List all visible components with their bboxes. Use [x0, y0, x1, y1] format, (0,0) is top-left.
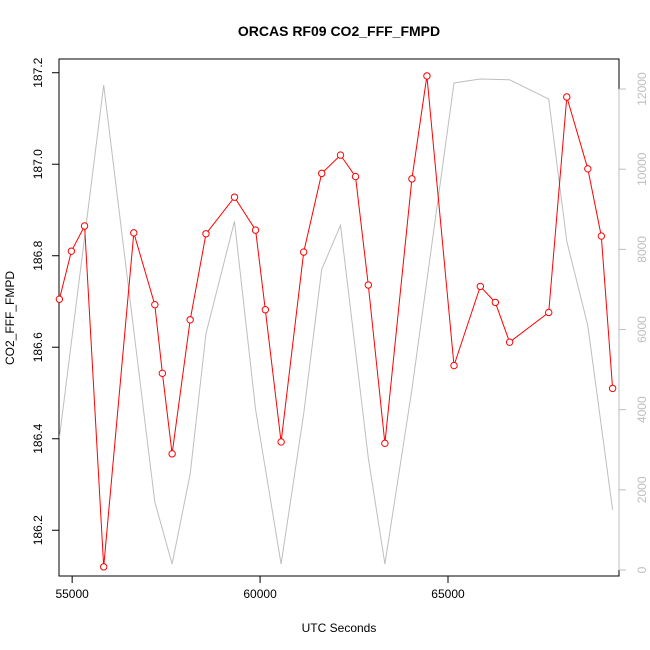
x-tick-label: 60000: [243, 587, 277, 601]
data-point: [168, 450, 176, 458]
data-point: [299, 248, 308, 256]
data-point: [251, 226, 260, 234]
y-axis-label: CO2_FFF_FMPD: [3, 271, 17, 365]
data-point: [608, 384, 617, 393]
y2-tick-label: 4000: [635, 396, 649, 423]
x-tick-label: 65000: [431, 587, 465, 601]
y-tick-label: 186.2: [31, 515, 45, 545]
data-point: [597, 232, 606, 240]
data-point: [67, 247, 76, 255]
data-point: [151, 300, 159, 309]
y-tick-label: 187.0: [31, 149, 45, 179]
data-point: [158, 369, 167, 378]
y-tick-label: 186.6: [31, 332, 45, 362]
data-point: [491, 298, 500, 307]
y-axis-left: 186.2 186.4 186.6 186.8 187.0 187.2: [31, 57, 59, 545]
data-point: [408, 175, 416, 183]
data-point: [381, 439, 389, 448]
data-point: [277, 438, 285, 446]
chart-title: ORCAS RF09 CO2_FFF_FMPD: [238, 23, 440, 39]
y2-tick-label: 0: [635, 566, 649, 573]
data-point: [505, 338, 514, 346]
plot-frame: [58, 58, 620, 577]
data-point: [450, 361, 458, 370]
data-point: [202, 230, 210, 238]
y-tick-label: 187.2: [31, 57, 45, 87]
y-tick-label: 186.4: [31, 423, 45, 453]
data-point: [55, 295, 64, 303]
series-line-right: [58, 78, 614, 565]
data-point: [318, 169, 326, 178]
data-point: [364, 281, 373, 289]
data-point: [100, 563, 108, 571]
data-point: [80, 222, 89, 230]
data-point: [261, 306, 270, 314]
y2-tick-label: 2000: [635, 476, 649, 503]
y-tick-label: 186.8: [31, 240, 45, 270]
y2-tick-label: 10000: [635, 152, 649, 186]
x-axis: 55000 60000 65000: [55, 575, 465, 601]
data-point: [584, 165, 592, 173]
data-point: [336, 151, 345, 159]
x-axis-label: UTC Seconds: [302, 621, 377, 635]
data-point: [563, 93, 571, 101]
data-point: [351, 172, 360, 181]
data-point: [423, 72, 431, 80]
y2-tick-label: 12000: [635, 72, 649, 106]
data-point: [230, 193, 239, 201]
data-point: [476, 282, 485, 291]
y2-tick-label: 6000: [635, 316, 649, 343]
x-tick-label: 55000: [55, 587, 89, 601]
data-point: [545, 308, 553, 317]
data-point: [186, 316, 194, 324]
data-point: [130, 229, 138, 237]
y2-tick-label: 8000: [635, 236, 649, 263]
series-line-left: [58, 75, 614, 567]
series-layer: [55, 72, 617, 571]
y-axis-right: 0 2000 4000 6000 8000 10000 12000: [618, 72, 649, 573]
